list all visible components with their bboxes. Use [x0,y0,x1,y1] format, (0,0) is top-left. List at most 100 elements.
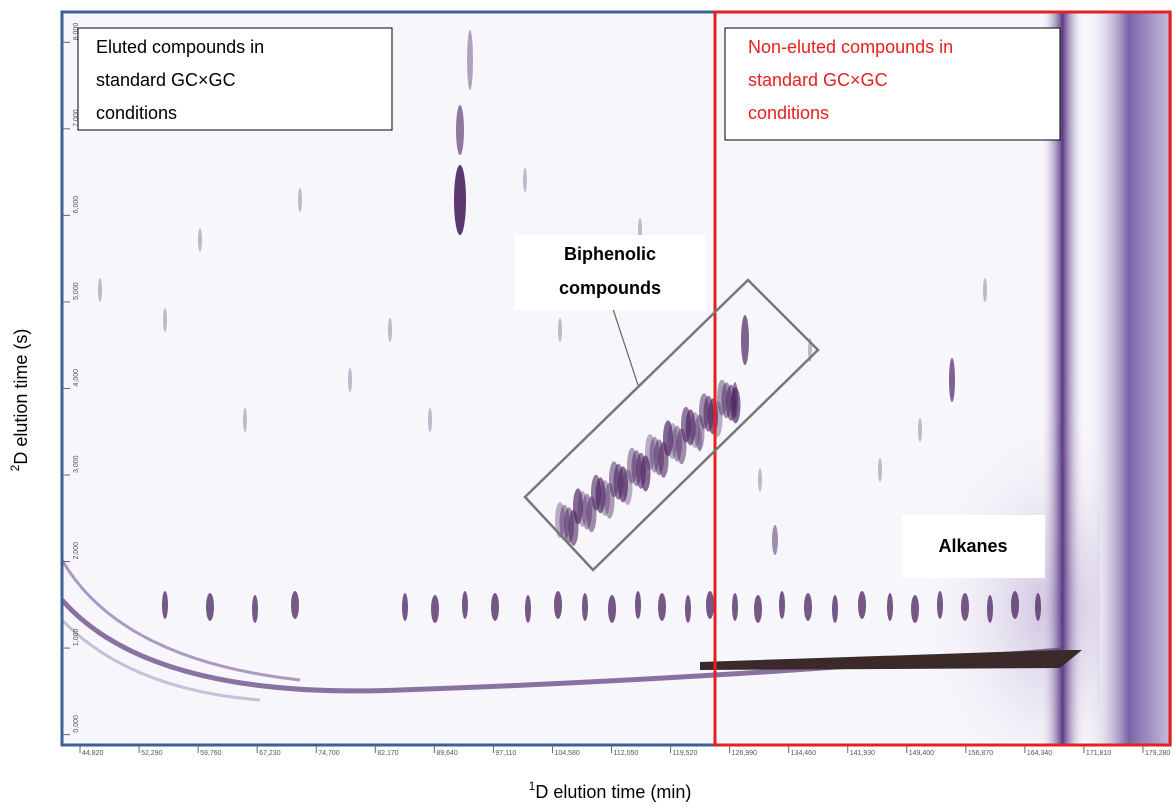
peak [428,408,432,432]
y-tick-label: 6,000 [73,196,80,214]
peak [348,368,352,392]
annotation-box [77,27,393,131]
peak [595,477,606,514]
annotation: compounds [559,278,661,298]
y-axis-label: 2D elution time (s) [8,329,31,472]
annotation: standard GC×GC [96,70,236,90]
peak [804,593,812,621]
peak [887,593,893,621]
x-tick-label: 74,700 [318,750,340,757]
peak [690,412,700,448]
x-tick-label: 82,170 [377,750,399,757]
x-tick-label: 59,760 [200,750,222,757]
x-tick-label: 149,400 [909,750,934,757]
x-tick-label: 171,810 [1086,750,1111,757]
annotation: Alkanes [938,536,1007,556]
x-tick-label: 179,280 [1145,750,1170,757]
peak [608,595,616,623]
peak [911,595,919,623]
peak [162,591,168,619]
x-axis-label: 1D elution time (min) [529,779,692,802]
peak [243,408,247,432]
peak [558,318,562,342]
y-tick-label: 3,000 [73,455,80,473]
peak [949,358,955,402]
annotation: Biphenolic [564,244,656,264]
peak [163,308,167,332]
x-tick-label: 52,290 [141,750,163,757]
leader-line [609,299,639,386]
peak [402,593,408,621]
peak [658,593,666,621]
annotation: standard GC×GC [748,70,888,90]
peak [618,466,628,503]
x-tick-label: 97,110 [495,750,516,757]
peak [779,591,785,619]
peak [577,491,588,527]
peak [698,428,702,452]
band [1085,12,1172,745]
y-tick-label: 2,000 [73,542,80,560]
superscript: 1 [529,779,536,793]
peak [198,228,202,252]
x-tick-label: 134,460 [791,750,816,757]
peak [640,455,651,492]
peak [983,278,987,302]
peak [1011,591,1019,619]
peak [622,469,633,505]
y-tick-label: 8,000 [73,23,80,41]
peak [832,595,838,623]
peak [467,30,473,90]
peak [663,420,673,457]
peak [961,593,969,621]
annotation-box [515,235,705,310]
peak [878,458,882,482]
annotation: Eluted compounds in [96,37,264,57]
peak [758,468,762,492]
peak [772,525,778,555]
peak [462,591,468,619]
label-text: D elution time (min) [535,782,691,802]
peak [918,418,922,442]
column-bleed [700,650,1082,670]
peak [987,595,993,623]
peak [98,278,102,302]
peak [706,591,714,619]
peak [573,488,583,525]
y-tick-label: 4,000 [73,369,80,387]
peak [730,387,741,424]
x-tick-label: 164,340 [1027,750,1052,757]
peak [645,434,655,470]
peaks [98,30,1041,623]
x-tick-label: 126,990 [732,750,757,757]
baseline-curve [60,559,301,682]
x-tick-label: 119,520 [673,750,698,757]
x-tick-label: 104,580 [554,750,579,757]
peak [523,168,527,192]
y-tick-label: 1,000 [73,628,80,646]
non-eluted-region [713,10,1172,747]
peak [431,595,439,623]
annotation: Non-eluted compounds in [748,37,953,57]
peak [754,595,762,623]
x-tick-label: 44,820 [82,750,104,757]
peak [525,595,531,623]
peak [456,105,464,155]
peak [1035,593,1041,621]
x-tick-label: 112,050 [614,750,639,757]
peak [741,315,749,365]
peak [388,318,392,342]
annotation: conditions [96,103,177,123]
peak [937,591,943,619]
peak [252,595,258,623]
peak [858,591,866,619]
peak [454,165,466,235]
label-text: D elution time (s) [11,329,31,465]
annotation-box [724,27,1061,141]
x-tick-label: 89,640 [436,750,458,757]
baseline-curve [60,618,261,702]
peak [600,480,610,516]
peak [554,591,562,619]
biphenolic-region [523,278,820,572]
